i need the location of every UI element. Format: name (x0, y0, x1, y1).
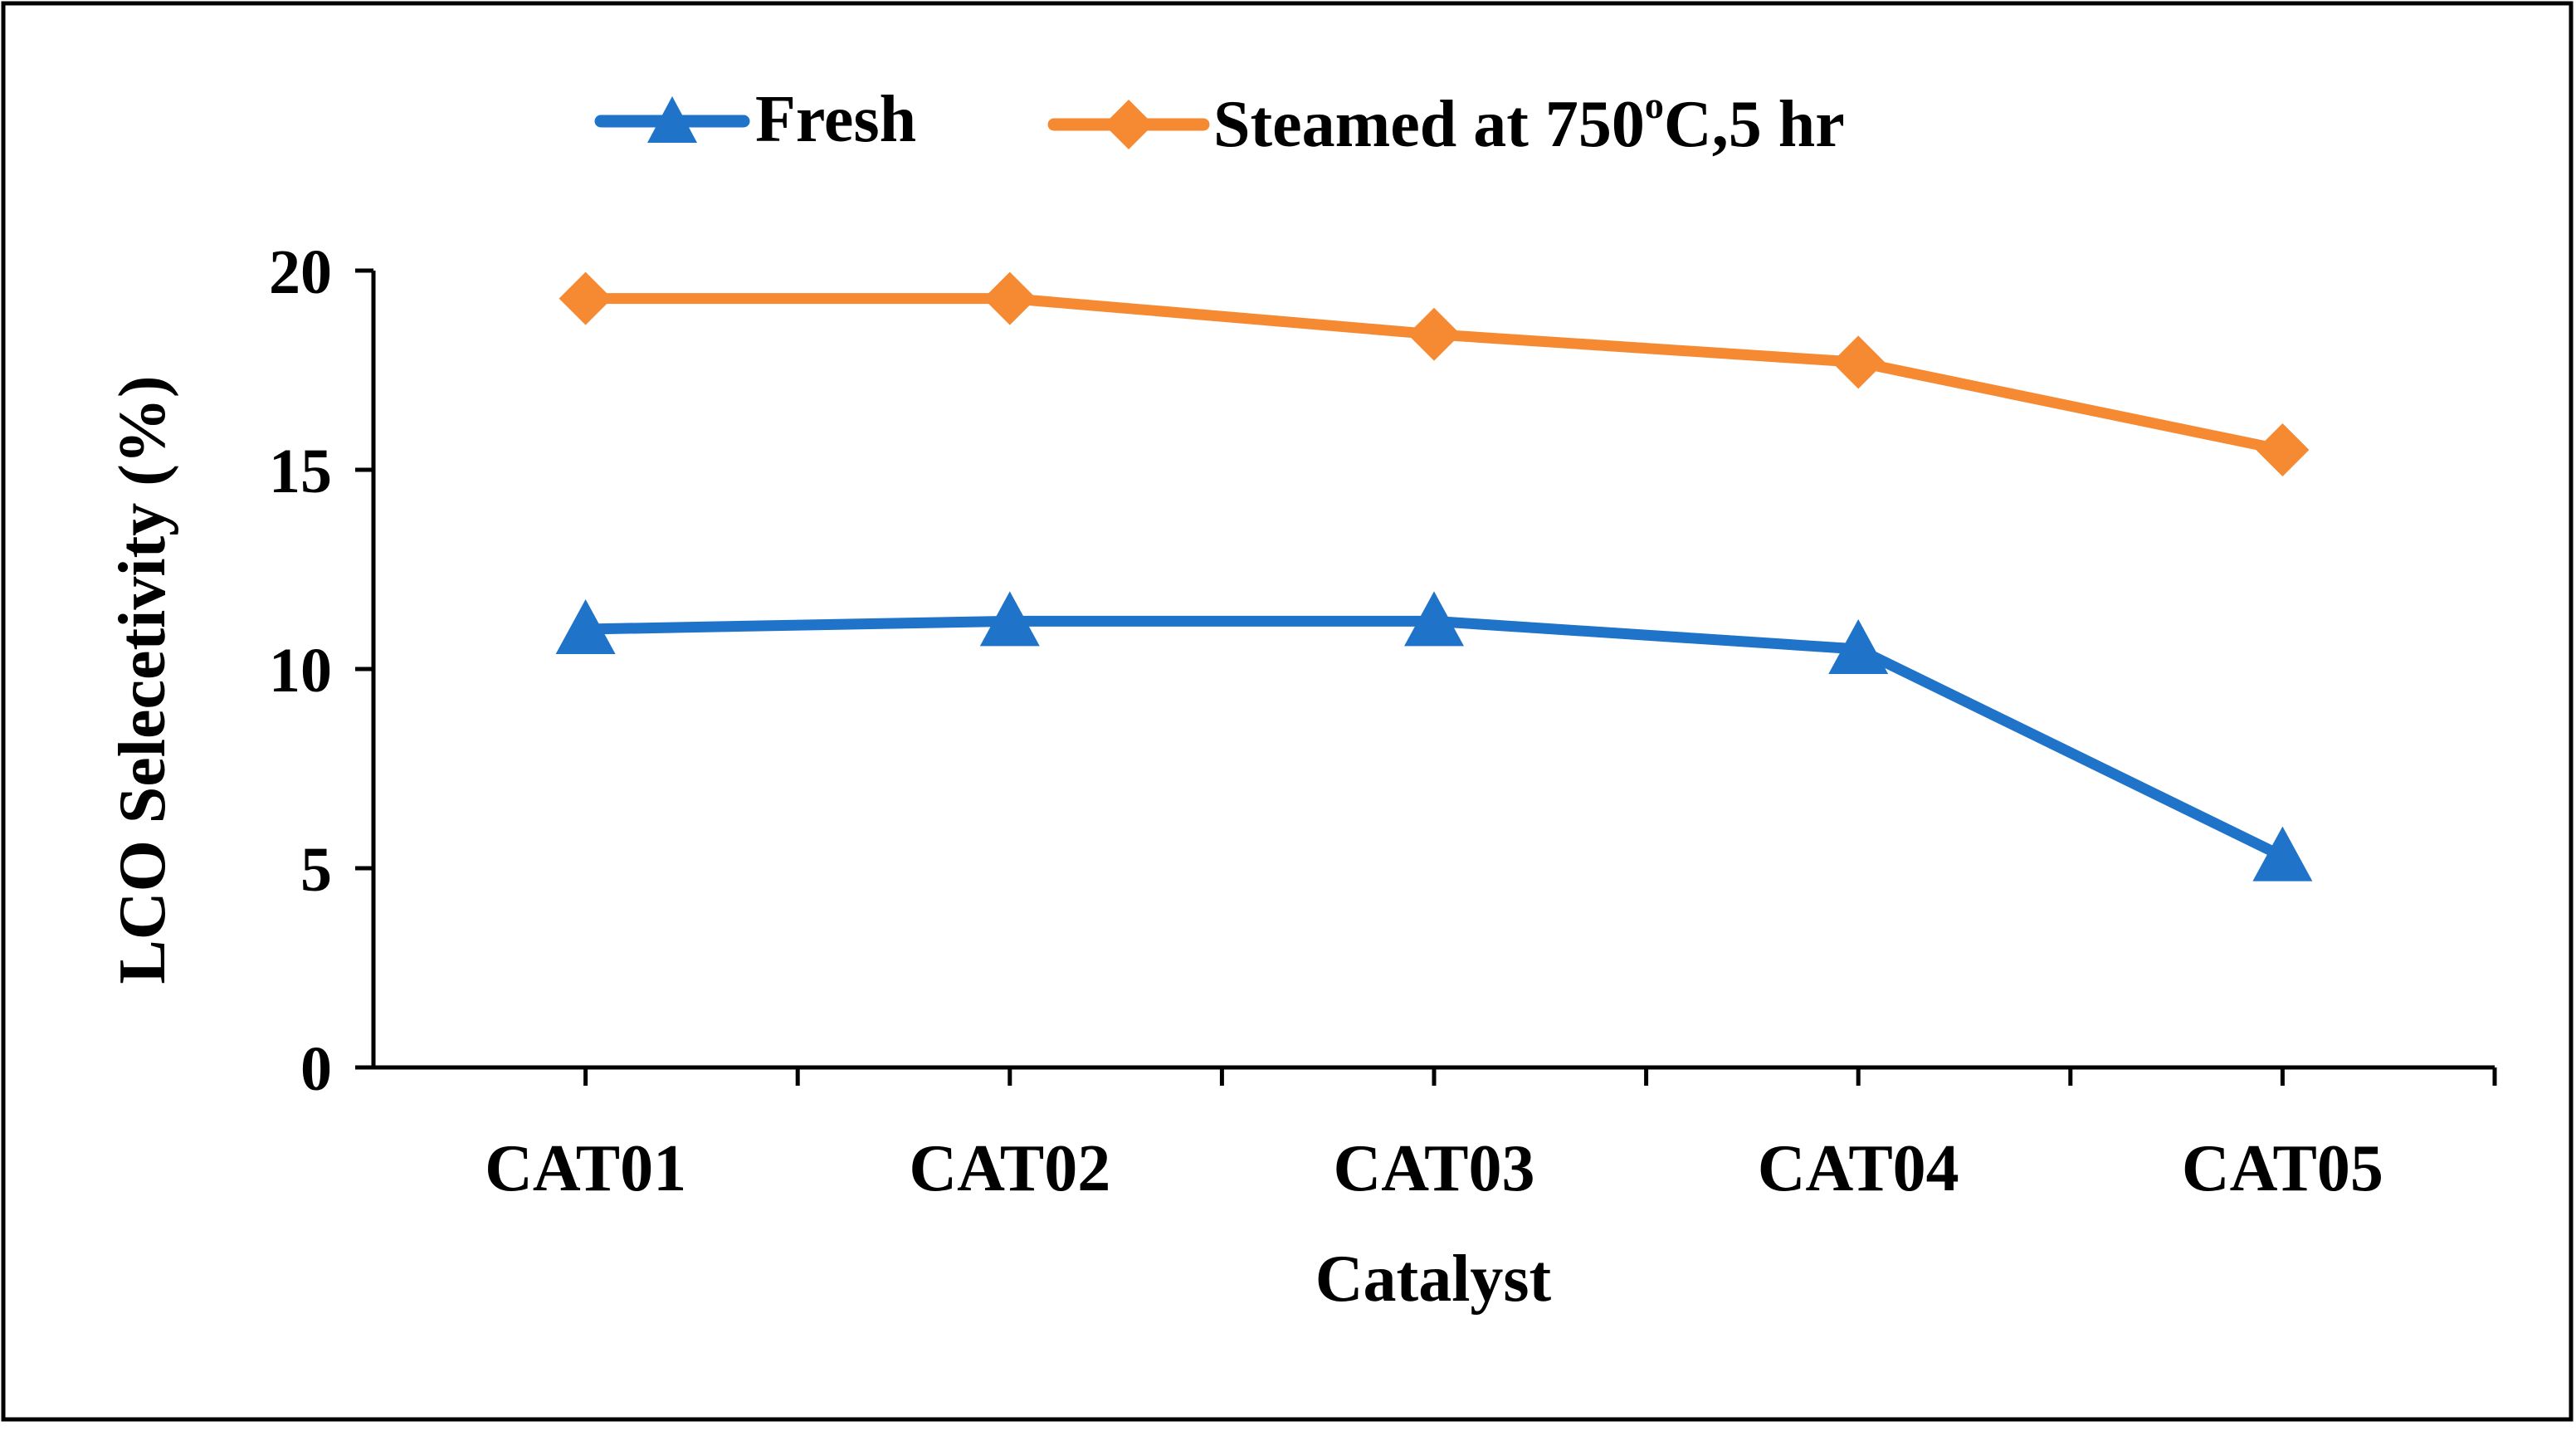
data-point-diamond (2256, 423, 2310, 476)
y-axis-title: LCO Selecetivity (%) (106, 375, 179, 984)
x-tick-label: CAT04 (1758, 1132, 1959, 1205)
y-tick-label: 0 (300, 1034, 332, 1104)
x-tick-label: CAT02 (909, 1132, 1110, 1205)
data-point-triangle (979, 591, 1040, 647)
legend-marker-fresh (647, 96, 697, 143)
data-point-triangle (1404, 591, 1464, 647)
series-0 (555, 591, 2313, 882)
data-point-triangle (555, 599, 616, 654)
legend-label-fresh: Fresh (755, 83, 916, 156)
legend-label-steamed-prefix: Steamed at 750 (1213, 88, 1645, 161)
data-point-diamond (1408, 307, 1461, 361)
y-tick-label: 10 (269, 636, 332, 706)
legend-item-fresh: Fresh (594, 83, 916, 156)
data-point-triangle (1828, 619, 1889, 674)
data-point-triangle (2252, 826, 2313, 882)
y-axis-title-group: LCO Selecetivity (%) (106, 375, 179, 984)
legend-item-steamed: Steamed at 750oC,5 hr (1047, 84, 1845, 161)
x-axis-title: Catalyst (1315, 1243, 1552, 1316)
legend-marker-steamed (1104, 100, 1154, 149)
y-tick-label: 20 (269, 237, 332, 307)
axes: 0 5 10 15 20 CAT01 CAT02 CAT03 CAT04 CAT05 (269, 237, 2497, 1205)
x-tick-label: CAT05 (2182, 1132, 2383, 1205)
y-tick-label: 5 (300, 835, 332, 905)
series-layer (555, 271, 2313, 882)
legend-label-steamed-suffix: C,5 hr (1664, 88, 1845, 161)
data-point-diamond (559, 271, 612, 325)
legend-label-steamed-superscript: o (1645, 84, 1664, 126)
x-tick-label: CAT03 (1334, 1132, 1535, 1205)
data-point-diamond (983, 271, 1037, 325)
legend-label-steamed: Steamed at 750oC,5 hr (1213, 84, 1845, 161)
legend: Fresh Steamed at 750oC,5 hr (594, 83, 1845, 161)
series-1 (559, 271, 2310, 476)
y-tick-label: 15 (269, 437, 332, 506)
x-tick-label: CAT01 (485, 1132, 686, 1205)
data-point-diamond (1832, 335, 1886, 389)
